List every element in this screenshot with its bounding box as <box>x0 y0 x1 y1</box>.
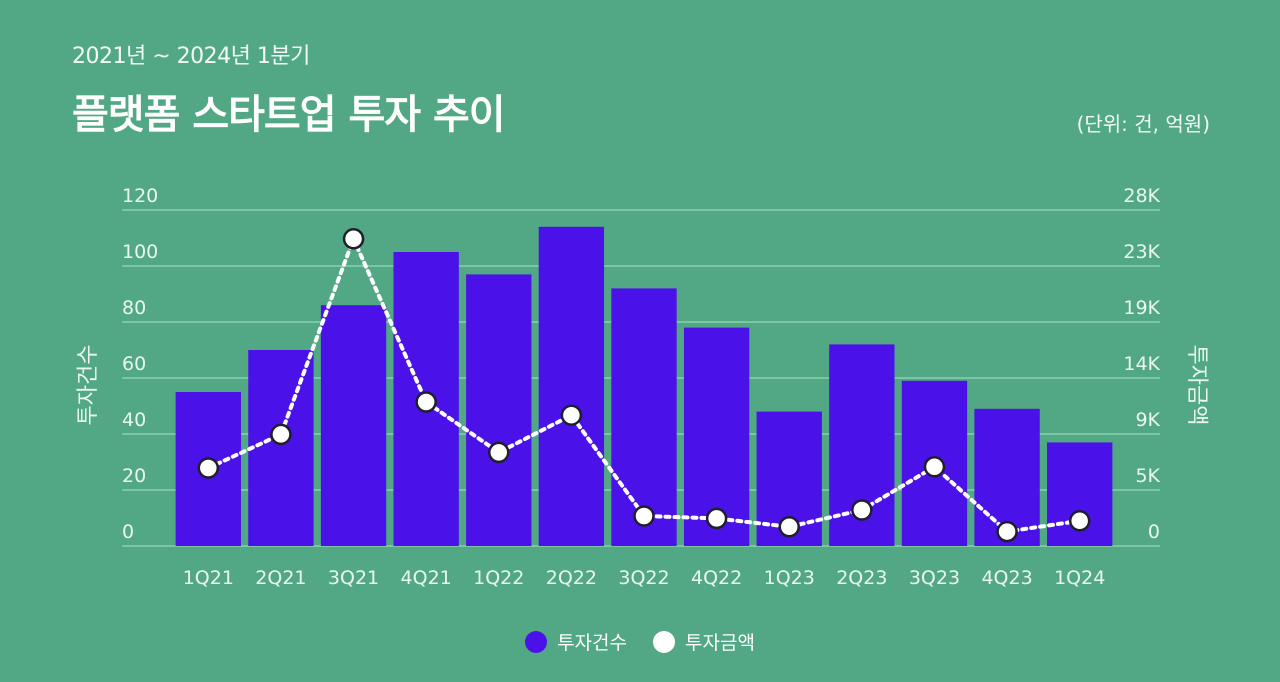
x-tick-label: 2Q22 <box>546 567 597 589</box>
x-tick-label: 3Q22 <box>618 567 669 589</box>
amount-point-4Q22 <box>705 507 728 530</box>
amount-point-2Q22 <box>560 404 583 426</box>
x-tick-label: 3Q23 <box>909 567 960 589</box>
legend-bar-label: 투자건수 <box>557 632 627 654</box>
x-tick-label: 2Q23 <box>836 567 887 589</box>
legend: 투자건수 투자금액 <box>0 628 1280 655</box>
x-tick-label: 1Q23 <box>764 567 815 589</box>
y2-tick-label: 14K <box>1123 353 1160 375</box>
bar-1Q22 <box>466 274 532 546</box>
y-tick-label: 20 <box>122 465 146 487</box>
y2-tick-label: 0 <box>1148 521 1160 543</box>
amount-point-1Q24 <box>1068 510 1091 532</box>
amount-point-2Q21 <box>270 423 292 446</box>
y-axis-title: 투자건수 <box>76 345 101 426</box>
y-tick-label: 0 <box>122 521 134 543</box>
x-tick-label: 1Q24 <box>1054 567 1105 589</box>
amount-point-4Q23 <box>996 520 1018 543</box>
amount-point-4Q21 <box>415 391 437 413</box>
legend-item-line: 투자금액 <box>653 628 755 655</box>
y-tick-label: 120 <box>122 185 158 207</box>
x-tick-label: 4Q23 <box>981 567 1032 589</box>
legend-line-label: 투자금액 <box>685 632 755 654</box>
y2-tick-label: 23K <box>1123 241 1160 263</box>
amount-point-3Q23 <box>923 456 946 478</box>
chart-subtitle: 2021년 ~ 2024년 1분기 <box>72 44 310 69</box>
x-tick-label: 1Q21 <box>183 567 234 589</box>
unit-label: (단위: 건, 억원) <box>1076 112 1210 136</box>
chart-title: 플랫폼 스타트업 투자 추이 <box>72 92 506 138</box>
legend-bar-swatch <box>525 630 548 653</box>
x-tick-label: 4Q22 <box>691 567 742 589</box>
amount-point-1Q22 <box>488 441 510 464</box>
legend-item-bars: 투자건수 <box>525 628 627 655</box>
y2-tick-label: 19K <box>1123 297 1160 319</box>
amount-point-1Q23 <box>778 516 800 538</box>
legend-line-swatch <box>653 630 675 653</box>
bar-3Q22 <box>611 288 677 546</box>
x-tick-label: 1Q22 <box>473 567 524 589</box>
x-tick-label: 4Q21 <box>401 567 452 589</box>
x-tick-label: 3Q21 <box>328 567 379 589</box>
amount-point-3Q22 <box>633 505 655 527</box>
y-tick-label: 80 <box>122 297 146 319</box>
bar-2Q21 <box>248 350 314 546</box>
amount-point-3Q21 <box>342 228 365 250</box>
bar-2Q22 <box>538 226 605 547</box>
y-tick-label: 60 <box>122 353 146 375</box>
y-tick-label: 100 <box>122 241 158 263</box>
bar-3Q21 <box>320 305 387 546</box>
amount-point-2Q23 <box>851 499 873 521</box>
x-tick-label: 2Q21 <box>255 567 306 589</box>
y2-tick-label: 28K <box>1123 185 1160 207</box>
y2-tick-label: 9K <box>1135 409 1160 431</box>
y-tick-label: 40 <box>122 409 146 431</box>
y2-tick-label: 5K <box>1135 465 1160 487</box>
y2-axis-title: 투자금액 <box>1184 345 1209 426</box>
amount-point-1Q21 <box>197 457 220 479</box>
